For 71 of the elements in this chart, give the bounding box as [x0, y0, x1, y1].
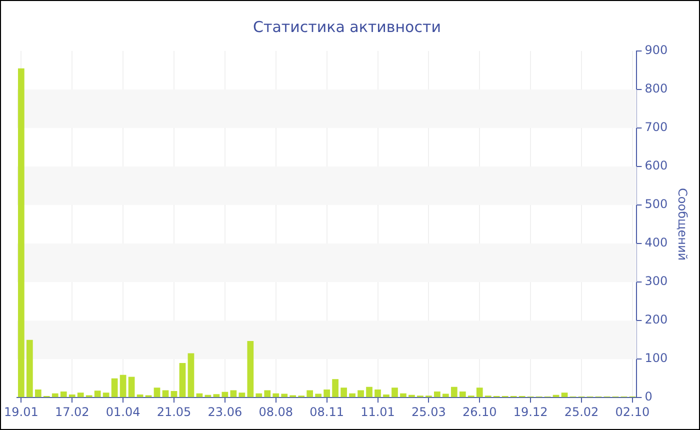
bar: [128, 376, 135, 398]
y-axis-title: Сообщений: [676, 188, 690, 261]
bar: [162, 390, 169, 398]
y-tick-label: 100: [644, 351, 668, 366]
bar: [332, 379, 338, 398]
bar: [306, 390, 314, 398]
bar: [358, 390, 364, 398]
bar: [120, 374, 126, 398]
bar: [60, 391, 67, 398]
x-tick-label: 26.10: [462, 404, 497, 419]
y-tick-label: 800: [644, 82, 668, 96]
y-tick-label: 400: [644, 236, 668, 250]
x-tick-label: 01.04: [106, 404, 140, 419]
bar: [94, 390, 101, 398]
x-tick-label: 11.01: [360, 404, 395, 419]
bar: [383, 394, 390, 398]
x-tick-label: 17.02: [54, 404, 90, 419]
chart-title: Статистика активности: [253, 18, 441, 36]
bar: [366, 386, 372, 398]
bar: [450, 386, 458, 398]
bar: [111, 378, 118, 398]
bar: [374, 390, 381, 398]
bar: [324, 390, 330, 398]
x-tick-label: 25.02: [564, 404, 599, 419]
bar: [230, 390, 237, 398]
bar: [222, 392, 228, 398]
bar: [408, 394, 415, 398]
bar: [340, 388, 347, 398]
y-tick-label: 900: [644, 43, 668, 58]
x-tick-label: 21.05: [156, 404, 192, 419]
bar: [238, 392, 246, 398]
bar: [154, 388, 160, 398]
x-tick-label: 02.10: [615, 404, 650, 419]
bar: [256, 393, 262, 398]
y-tick-label: 500: [644, 197, 668, 212]
x-tick-label: 08.08: [258, 404, 294, 419]
bar: [281, 394, 288, 398]
x-tick-label: 19.01: [4, 404, 38, 419]
bar: [264, 390, 271, 398]
y-tick-label: 300: [644, 274, 668, 288]
x-tick-label: 19.12: [513, 404, 548, 419]
bar: [170, 391, 178, 398]
bar: [52, 393, 58, 398]
bar: [315, 394, 322, 398]
bar: [400, 393, 406, 398]
bar: [459, 391, 466, 398]
bar: [349, 393, 356, 398]
bar: [136, 394, 144, 398]
bar: [179, 362, 186, 398]
bar: [34, 390, 42, 398]
bar: [213, 394, 220, 398]
y-tick-label: 600: [644, 158, 668, 173]
x-tick-label: 23.06: [208, 404, 242, 419]
y-tick-label: 700: [644, 120, 668, 134]
bar: [102, 392, 110, 398]
bar: [434, 391, 440, 398]
bar: [18, 68, 24, 398]
bar: [188, 353, 194, 398]
y-tick-label: 0: [644, 390, 652, 404]
bar: [392, 388, 398, 398]
bar: [561, 392, 568, 398]
x-tick-label: 25.03: [412, 404, 446, 419]
bar: [247, 340, 254, 398]
bar: [272, 393, 280, 398]
bar: [68, 394, 76, 398]
bar: [77, 392, 84, 398]
x-tick-label: 08.11: [310, 404, 344, 419]
bar: [442, 394, 449, 398]
y-tick-label: 200: [644, 312, 668, 327]
bar: [26, 340, 33, 398]
bar: [476, 388, 483, 398]
